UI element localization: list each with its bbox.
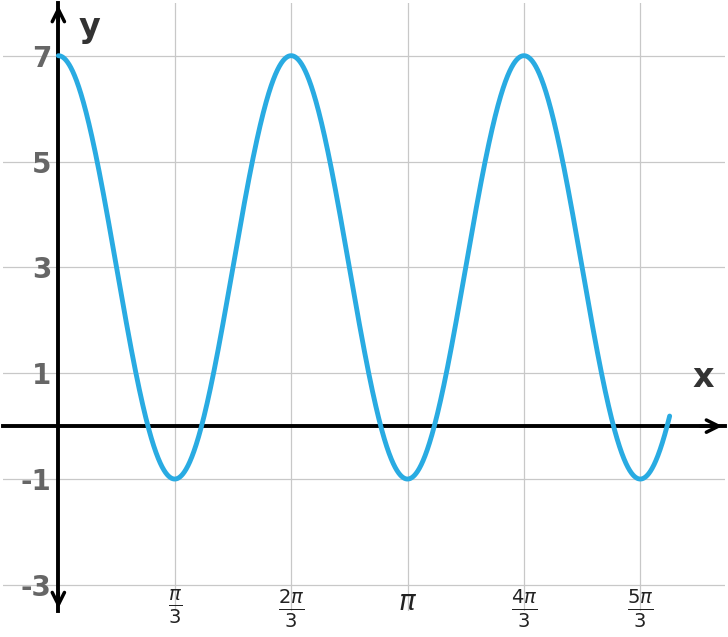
Text: $\frac{\pi}{3}$: $\frac{\pi}{3}$	[167, 587, 182, 626]
Text: $\pi$: $\pi$	[398, 587, 417, 615]
Text: x: x	[692, 361, 714, 394]
Text: $\frac{4\pi}{3}$: $\frac{4\pi}{3}$	[511, 587, 537, 629]
Text: $\frac{2\pi}{3}$: $\frac{2\pi}{3}$	[278, 587, 304, 629]
Text: $\frac{5\pi}{3}$: $\frac{5\pi}{3}$	[627, 587, 654, 629]
Text: y: y	[79, 11, 100, 44]
